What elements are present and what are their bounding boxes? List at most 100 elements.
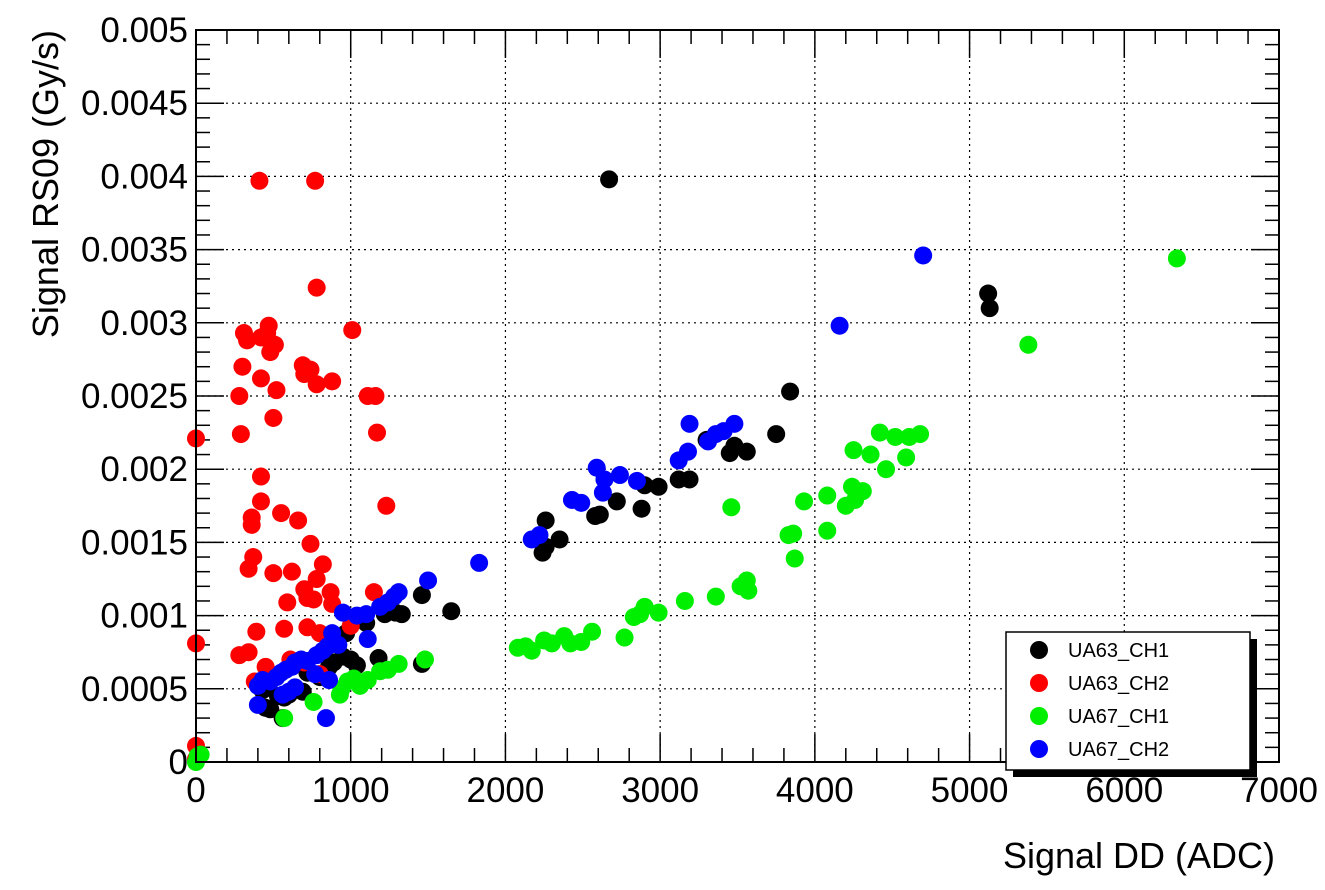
point-ua67-ch2 xyxy=(680,414,699,433)
point-ua67-ch2 xyxy=(248,695,267,714)
point-ua67-ch1 xyxy=(649,603,668,622)
legend-marker xyxy=(1030,674,1048,692)
point-ua63-ch1 xyxy=(980,299,999,318)
point-ua67-ch1 xyxy=(304,692,323,711)
point-ua67-ch2 xyxy=(248,676,267,695)
point-ua63-ch2 xyxy=(364,583,383,602)
point-ua63-ch2 xyxy=(233,357,252,376)
point-ua63-ch1 xyxy=(720,444,739,463)
point-ua63-ch1 xyxy=(979,284,998,303)
legend-marker xyxy=(1030,641,1048,659)
point-ua67-ch1 xyxy=(877,460,896,479)
point-ua67-ch1 xyxy=(1167,249,1186,268)
point-ua67-ch2 xyxy=(627,471,646,490)
legend-marker xyxy=(1030,707,1048,725)
y-tick-label: 0.0035 xyxy=(81,231,188,270)
x-tick-label: 5000 xyxy=(931,771,1009,810)
legend-label: UA63_CH1 xyxy=(1068,640,1169,662)
data-points xyxy=(187,170,1186,771)
point-ua63-ch2 xyxy=(289,511,308,530)
y-tick-label: 0 xyxy=(169,743,188,782)
point-ua67-ch1 xyxy=(722,498,741,517)
point-ua63-ch1 xyxy=(412,586,431,605)
point-ua63-ch2 xyxy=(310,624,329,643)
point-ua63-ch2 xyxy=(250,171,269,190)
point-ua63-ch2 xyxy=(251,467,270,486)
point-ua63-ch2 xyxy=(239,643,258,662)
point-ua67-ch2 xyxy=(273,685,292,704)
x-tick-label: 3000 xyxy=(621,771,699,810)
point-ua67-ch2 xyxy=(316,709,335,728)
y-tick-label: 0.004 xyxy=(100,157,188,196)
point-ua63-ch2 xyxy=(306,171,325,190)
x-tick-label: 0 xyxy=(186,771,205,810)
point-ua63-ch1 xyxy=(737,442,756,461)
point-ua63-ch2 xyxy=(366,387,385,405)
point-ua67-ch1 xyxy=(818,521,837,540)
point-ua67-ch2 xyxy=(470,553,489,572)
point-ua67-ch1 xyxy=(675,591,694,610)
y-tick-label: 0.0015 xyxy=(81,523,188,562)
point-ua63-ch2 xyxy=(264,408,283,427)
point-ua63-ch2 xyxy=(275,619,294,638)
point-ua67-ch2 xyxy=(595,470,614,489)
point-ua63-ch2 xyxy=(272,504,291,523)
point-ua67-ch1 xyxy=(844,441,863,460)
point-ua63-ch2 xyxy=(230,387,249,405)
point-ua67-ch2 xyxy=(347,606,366,625)
x-tick-label: 1000 xyxy=(312,771,390,810)
point-ua67-ch2 xyxy=(371,597,390,616)
point-ua63-ch2 xyxy=(251,369,270,388)
point-ua67-ch1 xyxy=(900,427,919,446)
point-ua63-ch2 xyxy=(368,423,387,442)
y-axis-title: Signal RS09 (Gy/s) xyxy=(25,30,66,338)
point-ua63-ch2 xyxy=(261,343,280,362)
point-ua67-ch1 xyxy=(624,608,643,627)
point-ua67-ch2 xyxy=(914,246,933,265)
point-ua63-ch2 xyxy=(278,593,297,612)
point-ua63-ch1 xyxy=(536,511,555,530)
point-ua67-ch2 xyxy=(333,603,352,622)
point-ua67-ch1 xyxy=(1019,335,1038,354)
point-ua67-ch1 xyxy=(535,631,554,650)
point-ua63-ch2 xyxy=(282,562,301,581)
point-ua63-ch1 xyxy=(550,530,569,549)
y-tick-label: 0.005 xyxy=(100,11,188,50)
y-tick-label: 0.0025 xyxy=(81,377,188,416)
point-ua63-ch2 xyxy=(242,515,261,534)
x-axis-title: Signal DD (ADC) xyxy=(1003,835,1275,876)
point-ua67-ch2 xyxy=(669,451,688,470)
point-ua67-ch1 xyxy=(886,427,905,446)
y-tick-label: 0.001 xyxy=(100,597,188,636)
point-ua67-ch1 xyxy=(615,628,634,647)
point-ua67-ch1 xyxy=(508,638,527,657)
point-ua67-ch1 xyxy=(870,423,889,442)
plot-frame xyxy=(195,29,1280,763)
y-tick-label: 0.003 xyxy=(100,304,188,343)
point-ua67-ch1 xyxy=(706,587,725,606)
x-tick-label: 6000 xyxy=(1085,771,1163,810)
point-ua63-ch2 xyxy=(267,381,286,400)
point-ua63-ch1 xyxy=(632,499,651,518)
point-ua67-ch2 xyxy=(699,432,718,451)
point-ua67-ch1 xyxy=(330,685,349,704)
legend-label: UA67_CH2 xyxy=(1068,739,1169,761)
point-ua63-ch1 xyxy=(442,602,461,621)
point-ua63-ch2 xyxy=(238,331,257,350)
point-ua63-ch1 xyxy=(767,425,786,444)
point-ua63-ch2 xyxy=(377,496,396,515)
point-ua63-ch2 xyxy=(264,564,283,583)
point-ua67-ch1 xyxy=(795,492,814,511)
point-ua67-ch1 xyxy=(779,526,798,545)
x-tick-label: 7000 xyxy=(1240,771,1318,810)
point-ua67-ch2 xyxy=(522,530,541,549)
y-tick-label: 0.002 xyxy=(100,450,188,489)
point-ua67-ch2 xyxy=(306,665,325,684)
point-ua63-ch2 xyxy=(313,555,332,574)
point-ua63-ch1 xyxy=(649,477,668,496)
point-ua63-ch2 xyxy=(301,534,320,553)
point-ua63-ch2 xyxy=(295,365,314,384)
legend-marker xyxy=(1030,740,1048,758)
point-ua63-ch2 xyxy=(323,372,342,391)
point-ua63-ch2 xyxy=(239,559,258,578)
